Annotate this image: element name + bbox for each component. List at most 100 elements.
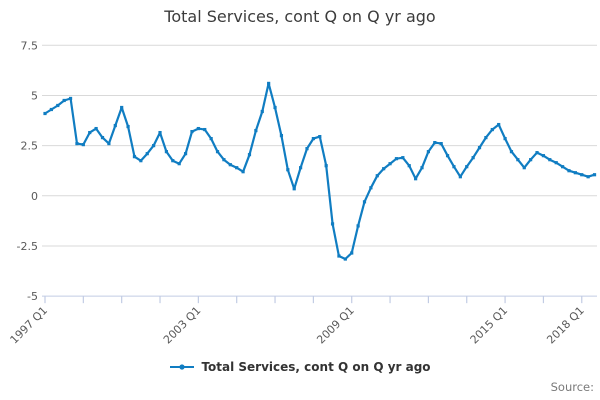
data-point-marker: [177, 162, 181, 166]
data-point-marker: [203, 127, 207, 132]
y-axis-tick-label: 2.5: [21, 140, 39, 153]
data-point-marker: [369, 186, 373, 190]
data-point-marker: [158, 130, 162, 135]
data-point-marker: [465, 165, 469, 169]
data-point-marker: [215, 150, 220, 154]
data-point-marker: [382, 167, 386, 171]
data-point-marker: [190, 129, 194, 134]
data-point-marker: [522, 166, 526, 170]
data-point-marker: [222, 158, 226, 162]
data-point-marker: [164, 150, 169, 154]
data-point-marker: [452, 165, 456, 169]
data-point-marker: [484, 135, 488, 140]
x-axis-tick-label: 2009 Q1: [314, 304, 357, 347]
data-point-marker: [414, 177, 418, 181]
x-axis-tick-label: 2015 Q1: [468, 304, 511, 347]
y-axis-tick-label: 5: [31, 89, 38, 102]
data-point-marker: [49, 107, 53, 112]
data-point-marker: [497, 122, 501, 127]
data-point-marker: [292, 187, 296, 191]
data-point-marker: [318, 134, 322, 139]
legend-label: Total Services, cont Q on Q yr ago: [201, 360, 431, 374]
data-point-marker: [100, 135, 105, 140]
data-point-marker: [139, 159, 143, 163]
legend-line-marker-icon: [170, 364, 195, 370]
data-point-marker: [477, 146, 482, 150]
data-point-marker: [183, 152, 188, 156]
data-point-marker: [433, 141, 437, 145]
data-point-marker: [305, 147, 309, 151]
data-point-marker: [88, 130, 92, 135]
data-point-marker: [81, 143, 85, 147]
data-point-marker: [554, 161, 558, 165]
data-point-marker: [311, 137, 315, 141]
data-point-marker: [279, 133, 284, 138]
chart-title: Total Services, cont Q on Q yr ago: [164, 7, 436, 26]
data-point-marker: [516, 158, 520, 162]
x-axis-tick-label: 2018 Q1: [544, 304, 587, 347]
data-point-marker: [356, 224, 360, 228]
y-axis-tick-label: 0: [31, 190, 38, 203]
data-point-marker: [228, 163, 232, 167]
data-point-marker: [573, 171, 577, 175]
data-point-marker: [503, 137, 507, 141]
data-point-marker: [394, 157, 399, 161]
data-point-marker: [401, 156, 405, 160]
data-point-marker: [388, 162, 392, 166]
data-point-marker: [196, 126, 200, 131]
data-point-marker: [567, 169, 571, 173]
data-point-marker: [209, 137, 213, 141]
data-point-marker: [267, 81, 271, 86]
data-point-marker: [152, 144, 156, 148]
data-point-marker: [107, 142, 111, 146]
data-point-marker: [324, 164, 328, 168]
data-point-marker: [273, 105, 277, 110]
data-point-marker: [592, 173, 597, 177]
data-point-marker: [586, 175, 590, 179]
data-point-marker: [541, 154, 546, 158]
data-point-marker: [171, 159, 175, 163]
legend: Total Services, cont Q on Q yr ago: [0, 360, 600, 374]
data-point-marker: [560, 165, 565, 169]
data-point-marker: [113, 123, 117, 128]
y-axis-tick-label: -5: [27, 290, 38, 303]
data-point-marker: [375, 174, 379, 178]
data-point-marker: [471, 156, 475, 160]
data-point-marker: [299, 166, 303, 170]
data-point-marker: [529, 158, 533, 162]
data-point-marker: [330, 222, 335, 226]
data-point-marker: [62, 98, 66, 103]
x-axis-tick-label: 1997 Q1: [8, 304, 51, 347]
data-point-marker: [75, 142, 79, 146]
y-axis-tick-label: 7.5: [21, 39, 39, 52]
data-point-marker: [426, 150, 430, 154]
data-point-marker: [490, 127, 494, 132]
data-point-marker: [247, 153, 252, 157]
data-point-marker: [535, 151, 539, 155]
data-point-marker: [362, 200, 367, 204]
data-point-marker: [407, 164, 411, 168]
data-point-marker: [350, 251, 354, 255]
x-axis-tick-label: 2003 Q1: [161, 304, 204, 347]
data-point-marker: [235, 166, 239, 170]
data-point-marker: [68, 96, 73, 101]
data-point-marker: [458, 175, 462, 179]
data-point-marker: [145, 152, 149, 156]
data-point-marker: [126, 124, 130, 129]
data-point-marker: [439, 142, 443, 146]
data-point-marker: [286, 168, 290, 172]
data-point-marker: [548, 158, 552, 162]
data-point-marker: [343, 257, 347, 261]
data-point-marker: [56, 103, 60, 108]
data-point-marker: [420, 166, 424, 170]
source-label: Source:: [550, 380, 594, 394]
data-point-marker: [580, 173, 584, 177]
data-point-marker: [132, 155, 137, 159]
data-point-marker: [445, 154, 450, 158]
data-point-marker: [260, 109, 264, 114]
data-point-marker: [337, 254, 341, 258]
data-point-marker: [241, 170, 245, 174]
data-series-line: [43, 82, 596, 261]
data-point-marker: [94, 126, 98, 131]
